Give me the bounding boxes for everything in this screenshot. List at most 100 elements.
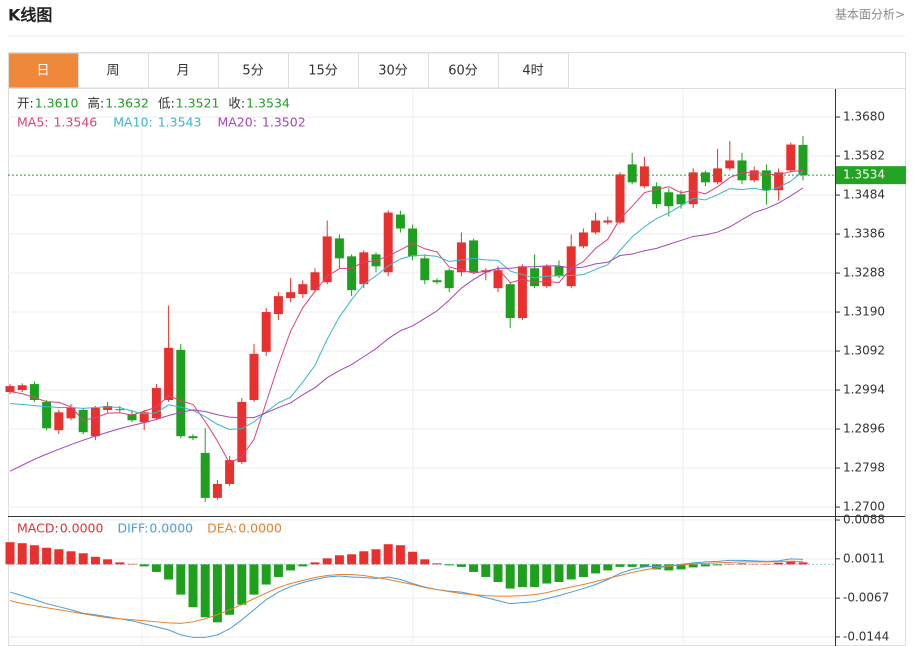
candle-body: [456, 242, 466, 273]
candle-body: [688, 172, 698, 205]
candle-body: [664, 192, 674, 207]
macd-bar: [432, 563, 442, 565]
macd-bar: [249, 564, 259, 595]
macd-bar: [200, 564, 210, 618]
macd-bar: [774, 562, 784, 565]
macd-bar: [261, 564, 271, 585]
legend-text: MACD:: [17, 521, 59, 536]
tab[interactable]: [358, 52, 429, 89]
tab-label[interactable]: 4时: [522, 64, 543, 79]
candle-body: [359, 252, 369, 285]
candle-body: [286, 292, 296, 299]
candle-body: [774, 172, 784, 191]
link[interactable]: 基本面分析>: [835, 8, 905, 22]
candle-body: [347, 256, 357, 291]
macd-bar: [164, 564, 174, 580]
tab-label[interactable]: 60分: [448, 64, 478, 79]
y-tick-label: 1.3092: [843, 344, 885, 358]
tab-label[interactable]: 周: [106, 64, 119, 79]
macd-bar: [505, 564, 515, 589]
candle-body: [591, 220, 601, 233]
candle-body: [127, 414, 137, 421]
candle-body: [420, 258, 430, 281]
macd-bar: [188, 564, 198, 608]
candle-body: [383, 212, 393, 273]
macd-bar: [444, 564, 454, 566]
frame: [8, 52, 906, 646]
tab[interactable]: [498, 52, 569, 89]
macd-bar: [286, 564, 296, 571]
macd-bar: [761, 563, 771, 565]
candle-body: [54, 412, 64, 431]
macd-bar: [66, 551, 76, 565]
candle-body: [66, 407, 76, 419]
macd-bar: [420, 559, 430, 565]
tab-label[interactable]: 30分: [378, 64, 408, 79]
candle-body: [334, 238, 344, 259]
candle-body: [176, 349, 186, 437]
macd-bar: [395, 545, 405, 565]
y-tick-label: 1.3582: [843, 149, 885, 163]
macd-bar: [176, 564, 186, 595]
macd-bar: [615, 564, 625, 567]
candle-body: [505, 284, 515, 319]
candle-body: [212, 483, 222, 498]
legend-text: 1.3534: [246, 96, 290, 111]
macd-bar: [225, 564, 235, 615]
macd-bar: [481, 564, 491, 577]
macd-bar: [127, 563, 137, 565]
y-tick-label: 1.2994: [843, 383, 885, 397]
candle-body: [517, 266, 527, 319]
y-tick-label: 1.3484: [843, 188, 885, 202]
macd-bar: [151, 564, 161, 572]
candle-body: [188, 436, 198, 439]
macd-bar: [566, 564, 576, 580]
macd-bar: [139, 564, 149, 567]
macd-bar: [237, 564, 247, 605]
candle-body: [786, 144, 796, 171]
candle-body: [652, 186, 662, 205]
tab[interactable]: [78, 52, 149, 89]
candle-body: [578, 232, 588, 247]
macd-bar: [42, 547, 52, 565]
macd-bar: [688, 564, 698, 568]
y-tick-label: -0.0067: [843, 591, 889, 605]
tab-label[interactable]: 5分: [242, 64, 263, 79]
legend-text: DEA:: [207, 521, 237, 536]
macd-bar: [627, 564, 637, 567]
candle-body: [627, 164, 637, 183]
legend-text: MA5:: [17, 115, 49, 130]
macd-bar: [469, 564, 479, 572]
macd-bar: [664, 564, 674, 571]
candle-body: [298, 284, 308, 295]
macd-bar: [603, 564, 613, 571]
tab-label[interactable]: 15分: [308, 64, 338, 79]
y-tick-label: 0.0088: [843, 513, 885, 527]
tab-label[interactable]: 月: [176, 64, 189, 79]
macd-line: [9, 558, 804, 638]
tab[interactable]: [8, 52, 79, 89]
tab[interactable]: [288, 52, 359, 89]
tab[interactable]: [148, 52, 219, 89]
candle-body: [17, 385, 27, 391]
candle-body: [78, 409, 88, 433]
last-price-label: 1.3534: [843, 168, 885, 182]
macd-bar: [676, 564, 686, 570]
macd-bar: [78, 553, 88, 565]
macd-bar: [554, 564, 564, 583]
candle-body: [322, 236, 332, 283]
candle-body: [151, 388, 161, 419]
tab[interactable]: [218, 52, 289, 89]
macd-bar: [652, 564, 662, 570]
candle-body: [103, 405, 113, 410]
legend-text: 1.3632: [105, 96, 149, 111]
tab-label[interactable]: 日: [36, 64, 49, 79]
macd-bar: [408, 551, 418, 565]
legend-text: 低:: [158, 96, 175, 111]
y-tick-label: 1.2700: [843, 500, 885, 514]
macd-bar: [29, 545, 39, 565]
candle-body: [469, 240, 479, 273]
candle-body: [395, 214, 405, 229]
legend-text: 1.3546: [54, 115, 98, 130]
